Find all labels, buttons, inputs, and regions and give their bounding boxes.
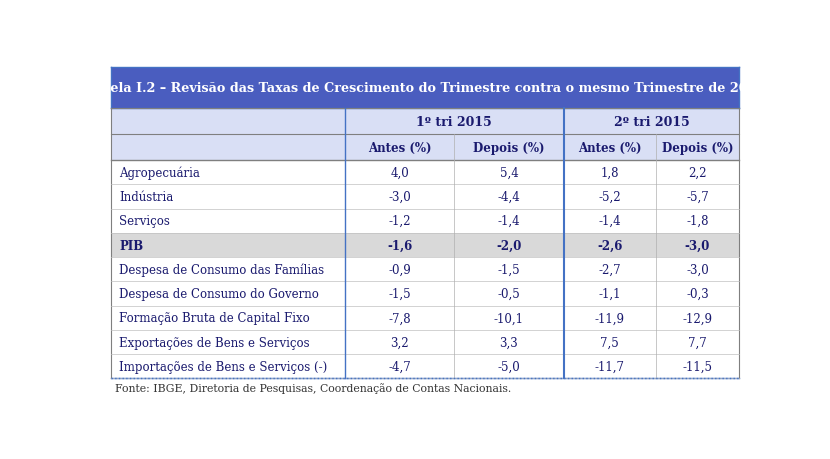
Text: Despesa de Consumo do Governo: Despesa de Consumo do Governo (120, 287, 319, 300)
Text: -5,0: -5,0 (498, 360, 520, 373)
Text: 5,4: 5,4 (500, 166, 519, 179)
Text: 1,8: 1,8 (600, 166, 619, 179)
Text: Depois (%): Depois (%) (662, 141, 733, 154)
Text: -1,2: -1,2 (388, 215, 411, 228)
Bar (564, 109, 740, 135)
Text: -1,4: -1,4 (598, 215, 621, 228)
Text: Indústria: Indústria (120, 190, 173, 203)
Text: -1,5: -1,5 (498, 263, 520, 276)
Text: -1,1: -1,1 (598, 287, 621, 300)
Text: 3,3: 3,3 (500, 336, 519, 349)
Bar (111, 135, 345, 161)
Bar (345, 135, 740, 161)
Text: -7,8: -7,8 (388, 312, 411, 325)
Text: Fonte: IBGE, Diretoria de Pesquisas, Coordenação de Contas Nacionais.: Fonte: IBGE, Diretoria de Pesquisas, Coo… (115, 382, 511, 393)
Text: 7,5: 7,5 (600, 336, 619, 349)
Text: Despesa de Consumo das Famílias: Despesa de Consumo das Famílias (120, 263, 325, 276)
Text: -3,0: -3,0 (685, 239, 710, 252)
Text: Formação Bruta de Capital Fixo: Formação Bruta de Capital Fixo (120, 312, 310, 325)
Text: -2,0: -2,0 (496, 239, 522, 252)
Text: 2,2: 2,2 (688, 166, 706, 179)
Text: 3,2: 3,2 (390, 336, 409, 349)
Text: -3,0: -3,0 (686, 263, 709, 276)
Text: Exportações de Bens e Serviços: Exportações de Bens e Serviços (120, 336, 310, 349)
Text: -12,9: -12,9 (682, 312, 712, 325)
Text: Antes (%): Antes (%) (368, 141, 432, 154)
Text: -1,4: -1,4 (498, 215, 520, 228)
Text: -11,5: -11,5 (682, 360, 712, 373)
Text: -4,4: -4,4 (498, 190, 520, 203)
Text: -1,8: -1,8 (686, 215, 709, 228)
Text: PIB: PIB (120, 239, 144, 252)
Text: -5,2: -5,2 (598, 190, 621, 203)
Text: 1º tri 2015: 1º tri 2015 (417, 116, 492, 129)
Text: -0,9: -0,9 (388, 263, 411, 276)
Text: Serviços: Serviços (120, 215, 170, 228)
Text: -4,7: -4,7 (388, 360, 411, 373)
Text: -2,7: -2,7 (598, 263, 621, 276)
Text: -11,7: -11,7 (594, 360, 625, 373)
Text: -5,7: -5,7 (686, 190, 709, 203)
Text: -3,0: -3,0 (388, 190, 411, 203)
Text: Depois (%): Depois (%) (473, 141, 544, 154)
Bar (111, 233, 740, 257)
Text: Antes (%): Antes (%) (578, 141, 642, 154)
Text: Agropecuária: Agropecuária (120, 166, 200, 179)
Text: -10,1: -10,1 (494, 312, 524, 325)
Text: -0,3: -0,3 (686, 287, 709, 300)
Text: -11,9: -11,9 (594, 312, 625, 325)
Text: -1,5: -1,5 (388, 287, 411, 300)
Bar (345, 109, 564, 135)
Text: -1,6: -1,6 (387, 239, 413, 252)
Text: Importações de Bens e Serviços (-): Importações de Bens e Serviços (-) (120, 360, 328, 373)
Text: 4,0: 4,0 (390, 166, 409, 179)
Bar (111, 109, 345, 135)
Text: -0,5: -0,5 (498, 287, 520, 300)
Text: 2º tri 2015: 2º tri 2015 (613, 116, 690, 129)
Text: Tabela I.2 – Revisão das Taxas de Crescimento do Trimestre contra o mesmo Trimes: Tabela I.2 – Revisão das Taxas de Cresci… (85, 82, 765, 95)
Text: -2,6: -2,6 (597, 239, 622, 252)
Text: 7,7: 7,7 (688, 336, 707, 349)
